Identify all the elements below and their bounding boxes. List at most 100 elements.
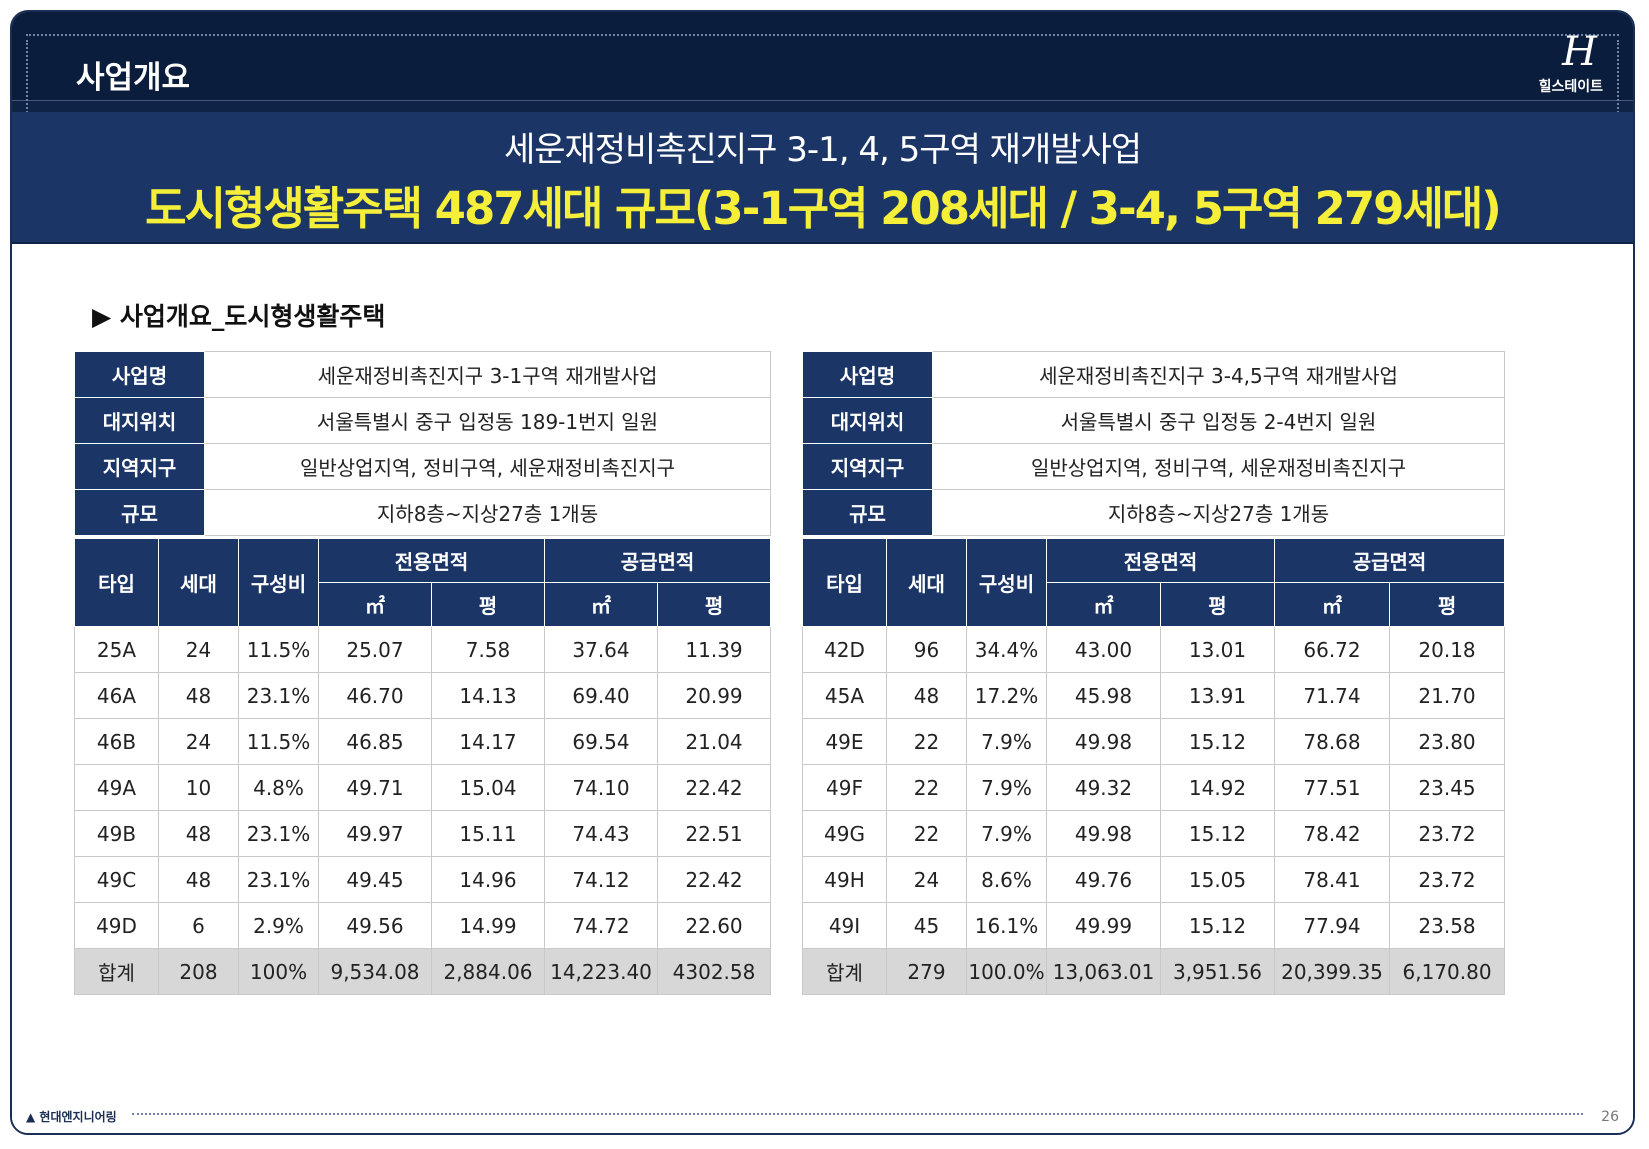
sub-title: 세운재정비촉진지구 3-1, 4, 5구역 재개발사업: [503, 130, 1142, 170]
cell-supply-pyeong: 20.18: [1389, 626, 1506, 673]
left-area-table: 타입 세대 구성비 전용면적 공급면적 ㎡ 평 ㎡ 평 25A 24 11.5%…: [74, 538, 772, 995]
col-households: 세대: [886, 538, 967, 627]
info-value: 세운재정비촉진지구 3-1구역 재개발사업: [204, 351, 771, 398]
cell-exclusive-sqm: 25.07: [318, 626, 432, 673]
cell-ratio: 2.9%: [238, 902, 319, 949]
cell-exclusive-sqm: 45.98: [1046, 672, 1161, 719]
table-row: 49A 10 4.8% 49.71 15.04 74.10 22.42: [74, 764, 772, 811]
cell-type: 49I: [802, 902, 887, 949]
col-exclusive-sqm: ㎡: [1046, 582, 1161, 627]
total-row: 합계 279 100.0% 13,063.01 3,951.56 20,399.…: [802, 948, 1506, 995]
cell-households: 24: [158, 626, 239, 673]
cell-type: 49B: [74, 810, 159, 857]
cell-households: 6: [158, 902, 239, 949]
info-row: 규모 지하8층~지상27층 1개동: [74, 489, 771, 536]
table-row: 42D 96 34.4% 43.00 13.01 66.72 20.18: [802, 626, 1506, 673]
cell-supply-pyeong: 21.70: [1389, 672, 1506, 719]
column-header-row: 타입 세대 구성비 전용면적 공급면적: [802, 538, 1506, 627]
page-title: 사업개요: [76, 60, 191, 96]
slide-header: 사업개요 H 힐스테이트 세운재정비촉진지구 3-1, 4, 5구역 재개발사업…: [12, 12, 1633, 244]
total-row: 합계 208 100% 9,534.08 2,884.06 14,223.40 …: [74, 948, 772, 995]
info-value: 서울특별시 중구 입정동 2-4번지 일원: [932, 397, 1505, 444]
col-ratio: 구성비: [238, 538, 319, 627]
cell-supply-sqm: 74.72: [544, 902, 659, 949]
cell-households: 48: [158, 810, 239, 857]
cell-exclusive-pyeong: 15.12: [1159, 810, 1276, 857]
cell-supply-pyeong: 22.42: [657, 856, 772, 903]
table-row: 49C 48 23.1% 49.45 14.96 74.12 22.42: [74, 856, 772, 903]
cell-exclusive-sqm: 49.45: [318, 856, 432, 903]
cell-ratio: 34.4%: [966, 626, 1047, 673]
info-value: 일반상업지역, 정비구역, 세운재정비촉진지구: [204, 443, 771, 490]
total-supply-pyeong: 4302.58: [657, 948, 772, 995]
col-supply-sqm: ㎡: [1274, 582, 1391, 627]
title-band: [12, 112, 1633, 242]
column-subheader-row: ㎡ 평 ㎡ 평: [75, 582, 772, 627]
total-exclusive-pyeong: 2,884.06: [430, 948, 546, 995]
info-row: 사업명 세운재정비촉진지구 3-4,5구역 재개발사업: [802, 351, 1505, 398]
cell-exclusive-pyeong: 14.13: [430, 672, 546, 719]
col-supply-pyeong: 평: [1389, 582, 1506, 627]
cell-exclusive-pyeong: 13.01: [1159, 626, 1276, 673]
cell-exclusive-pyeong: 14.17: [430, 718, 546, 765]
cell-ratio: 23.1%: [238, 856, 319, 903]
info-label: 지역지구: [802, 443, 933, 490]
cell-exclusive-pyeong: 15.04: [430, 764, 546, 811]
cell-households: 48: [886, 672, 967, 719]
hillstate-logo-icon: H: [1562, 29, 1597, 75]
cell-households: 24: [886, 856, 967, 903]
cell-type: 46A: [74, 672, 159, 719]
cell-exclusive-pyeong: 15.11: [430, 810, 546, 857]
cell-ratio: 7.9%: [966, 718, 1047, 765]
total-ratio: 100%: [238, 948, 319, 995]
col-exclusive-area: 전용면적: [1045, 538, 1276, 583]
table-row: 49B 48 23.1% 49.97 15.11 74.43 22.51: [74, 810, 772, 857]
cell-supply-pyeong: 23.58: [1389, 902, 1506, 949]
cell-households: 10: [158, 764, 239, 811]
info-row: 대지위치 서울특별시 중구 입정동 189-1번지 일원: [74, 397, 771, 444]
info-label: 규모: [802, 489, 933, 536]
total-households: 279: [886, 948, 967, 995]
col-exclusive-pyeong: 평: [430, 582, 546, 627]
cell-supply-sqm: 74.43: [544, 810, 659, 857]
cell-supply-sqm: 74.12: [544, 856, 659, 903]
right-info-table: 사업명 세운재정비촉진지구 3-4,5구역 재개발사업 대지위치 서울특별시 중…: [802, 351, 1505, 536]
cell-supply-pyeong: 23.80: [1389, 718, 1506, 765]
info-value: 세운재정비촉진지구 3-4,5구역 재개발사업: [932, 351, 1505, 398]
info-row: 지역지구 일반상업지역, 정비구역, 세운재정비촉진지구: [802, 443, 1505, 490]
table-row: 46B 24 11.5% 46.85 14.17 69.54 21.04: [74, 718, 772, 765]
cell-supply-pyeong: 23.72: [1389, 810, 1506, 857]
cell-ratio: 16.1%: [966, 902, 1047, 949]
cell-exclusive-pyeong: 7.58: [430, 626, 546, 673]
col-supply-area: 공급면적: [1274, 538, 1506, 583]
info-value: 일반상업지역, 정비구역, 세운재정비촉진지구: [932, 443, 1505, 490]
total-label: 합계: [802, 948, 887, 995]
cell-type: 49E: [802, 718, 887, 765]
cell-exclusive-pyeong: 15.12: [1159, 718, 1276, 765]
slide-frame: 사업개요 H 힐스테이트 세운재정비촉진지구 3-1, 4, 5구역 재개발사업…: [10, 10, 1635, 1135]
info-label: 규모: [74, 489, 205, 536]
cell-ratio: 8.6%: [966, 856, 1047, 903]
right-area-table: 타입 세대 구성비 전용면적 공급면적 ㎡ 평 ㎡ 평 42D 96 34.4%…: [802, 538, 1506, 995]
table-row: 49F 22 7.9% 49.32 14.92 77.51 23.45: [802, 764, 1506, 811]
info-value: 서울특별시 중구 입정동 189-1번지 일원: [204, 397, 771, 444]
table-row: 49D 6 2.9% 49.56 14.99 74.72 22.60: [74, 902, 772, 949]
cell-supply-pyeong: 23.45: [1389, 764, 1506, 811]
cell-supply-sqm: 77.94: [1274, 902, 1391, 949]
info-row: 지역지구 일반상업지역, 정비구역, 세운재정비촉진지구: [74, 443, 771, 490]
cell-ratio: 11.5%: [238, 626, 319, 673]
cell-supply-pyeong: 20.99: [657, 672, 772, 719]
cell-exclusive-sqm: 49.76: [1046, 856, 1161, 903]
cell-exclusive-pyeong: 14.96: [430, 856, 546, 903]
triangle-logo-icon: ▲: [26, 1110, 36, 1124]
info-row: 사업명 세운재정비촉진지구 3-1구역 재개발사업: [74, 351, 771, 398]
cell-supply-pyeong: 21.04: [657, 718, 772, 765]
cell-supply-pyeong: 22.51: [657, 810, 772, 857]
cell-exclusive-pyeong: 13.91: [1159, 672, 1276, 719]
total-supply-sqm: 20,399.35: [1274, 948, 1391, 995]
footer: ▲ 현대엔지니어링 26: [12, 1093, 1633, 1133]
info-label: 지역지구: [74, 443, 205, 490]
cell-exclusive-sqm: 49.99: [1046, 902, 1161, 949]
cell-ratio: 11.5%: [238, 718, 319, 765]
table-row: 49G 22 7.9% 49.98 15.12 78.42 23.72: [802, 810, 1506, 857]
